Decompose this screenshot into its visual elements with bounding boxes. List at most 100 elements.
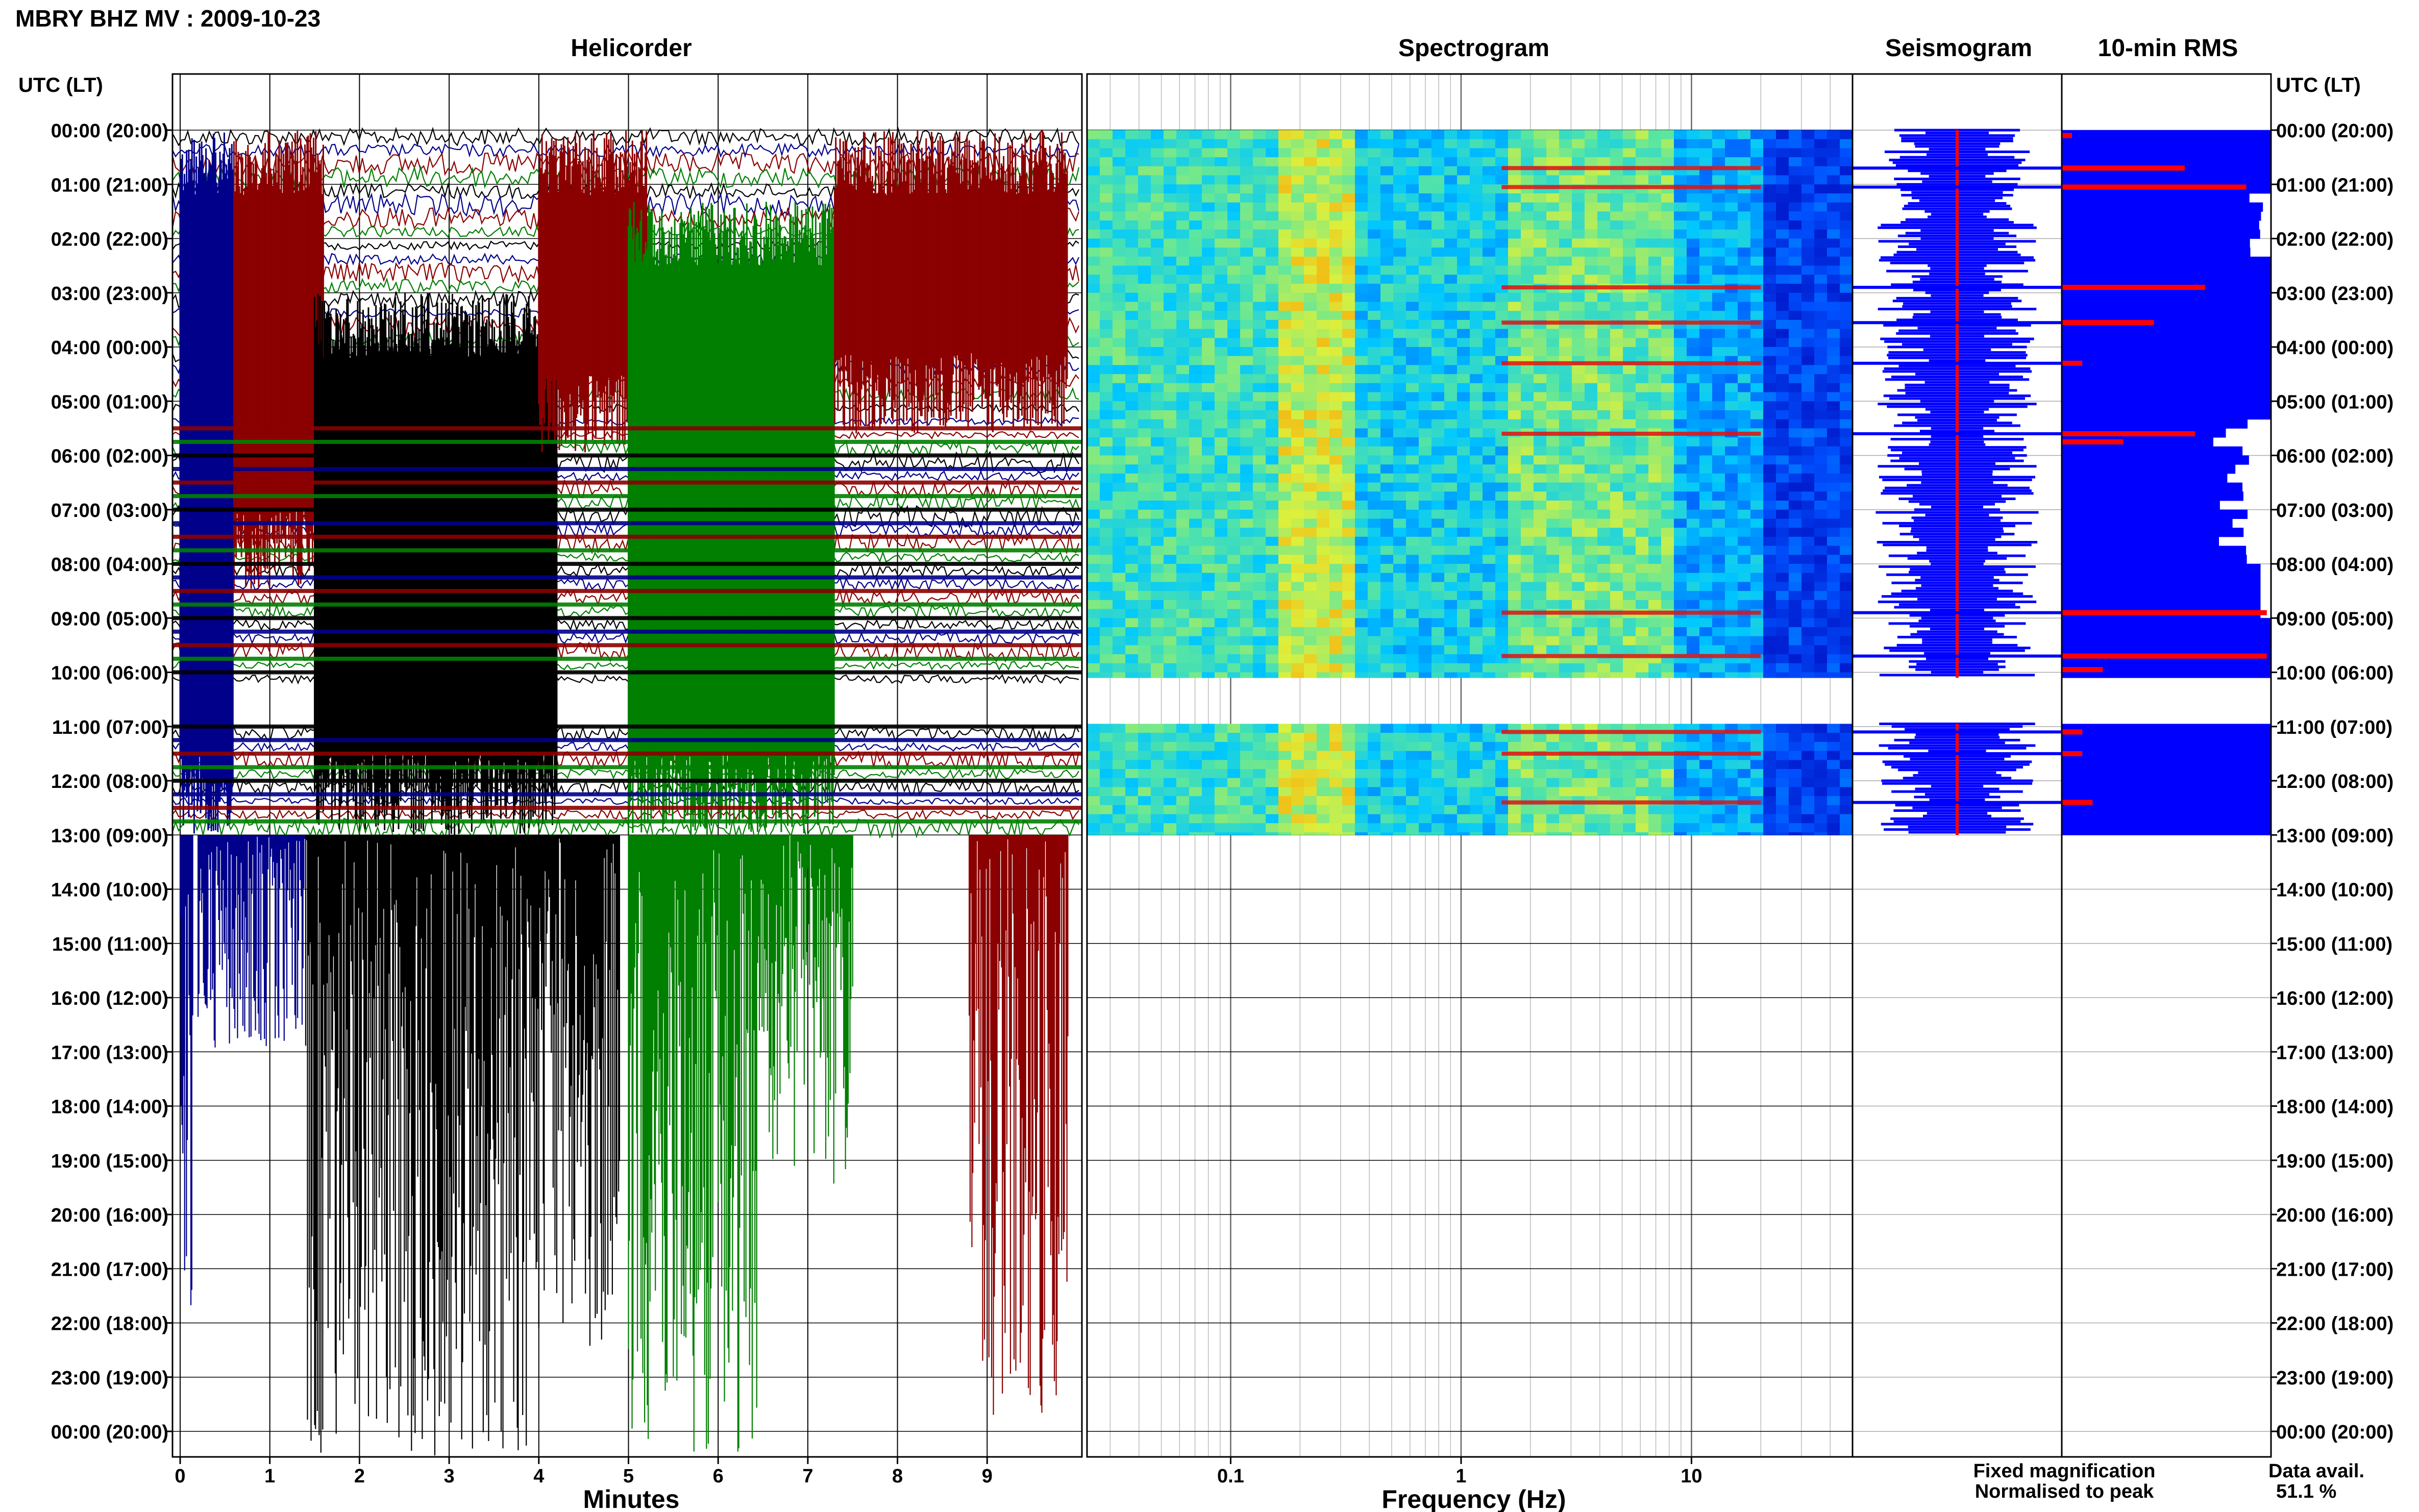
spectrogram-cell [1189,455,1202,465]
spectrogram-cell [1100,329,1113,338]
spectrogram-cell [1457,591,1470,601]
spectrogram-cell [1801,536,1815,547]
spectrogram-cell [1444,546,1458,555]
spectrogram-cell [1164,392,1177,402]
spectrogram-cell [1240,356,1253,365]
spectrogram-cell [1699,518,1713,528]
spectrogram-cell [1278,428,1292,438]
spectrogram-cell [1661,555,1674,564]
spectrogram-cell [1712,256,1725,266]
spectrogram-cell [1164,446,1177,456]
spectrogram-cell [1534,130,1547,140]
spectrogram-cell [1776,184,1789,194]
spectrogram-cell [1329,491,1343,501]
spectrogram-cell [1304,247,1317,257]
spectrogram-cell [1125,157,1139,167]
spectrogram-cell [1534,211,1547,221]
spectrogram-cell [1763,319,1776,330]
spectrogram-cell [1100,292,1113,302]
spectrogram-cell [1278,446,1292,456]
spectrogram-cell [1457,347,1470,357]
spectrogram-cell [1559,338,1572,348]
spectrogram-cell [1266,220,1279,230]
spectrogram-cell [1776,419,1789,429]
spectrogram-cell [1470,491,1483,501]
spectrogram-cell [1419,265,1432,275]
spectrogram-cell [1483,518,1496,528]
spectrogram-cell [1291,275,1304,284]
spectrogram-cell [1202,401,1215,411]
spectrogram-cell [1789,319,1802,330]
helicorder-band [172,439,1082,444]
spectrogram-cell [1636,410,1649,420]
spectrogram-cell [1776,157,1789,167]
spectrogram-cell [1623,347,1636,357]
spectrogram-cell [1508,582,1521,591]
spectrogram-cell [1597,546,1611,555]
spectrogram-cell [1674,383,1687,392]
helicorder-band [172,792,1082,797]
spectrogram-cell [1215,265,1228,275]
spectrogram-cell [1572,564,1585,574]
spectrogram-cell [1380,329,1394,338]
spectrogram-cell [1470,238,1483,248]
spectrogram-cell [1266,166,1279,176]
spectrogram-cell [1189,573,1202,582]
spectrogram-cell [1738,482,1751,492]
spectrogram-cell [1699,302,1713,311]
spectrogram-cell [1674,130,1687,140]
spectrogram-cell [1380,148,1394,158]
spectrogram-cell [1164,536,1177,547]
spectrogram-cell [1801,139,1815,148]
spectrogram-cell [1801,175,1815,185]
spectrogram-cell [1776,319,1789,330]
spectrogram-cell [1393,166,1406,176]
spectrogram-cell [1610,410,1623,420]
spectrogram-cell [1776,446,1789,456]
spectrogram-cell [1585,473,1598,483]
spectrogram-cell [1291,518,1304,528]
spectrogram-cell [1125,311,1139,320]
spectrogram-cell [1355,501,1368,510]
spectrogram-cell [1776,311,1789,320]
spectrogram-cell [1572,292,1585,302]
helicorder-band [172,589,1082,593]
spectrogram-cell [1495,311,1509,320]
spectrogram-cell [1368,401,1381,411]
spectrogram-cell [1585,302,1598,311]
spectrogram-cell [1227,446,1241,456]
spectrogram-cell [1546,501,1560,510]
spectrogram-cell [1151,356,1164,365]
spectrogram-cell [1508,401,1521,411]
spectrogram-cell [1597,193,1611,203]
spectrogram-cell [1317,202,1330,212]
spectrogram-cell [1534,256,1547,266]
spectrogram-cell [1406,437,1419,447]
spectrogram-cell [1546,265,1560,275]
spectrogram-cell [1406,455,1419,465]
spectrogram-cell [1725,292,1738,302]
spectrogram-cell [1419,347,1432,357]
spectrogram-cell [1317,256,1330,266]
spectrogram-cell [1789,157,1802,167]
spectrogram-cell [1368,437,1381,447]
spectrogram-cell [1457,275,1470,284]
spectrogram-cell [1329,202,1343,212]
spectrogram-cell [1266,491,1279,501]
spectrogram-cell [1406,473,1419,483]
spectrogram-cell [1113,193,1126,203]
spectrogram-cell [1789,247,1802,257]
spectrogram-cell [1100,591,1113,601]
spectrogram-cell [1266,401,1279,411]
spectrogram-cell [1597,130,1611,140]
spectrogram-cell [1623,518,1636,528]
spectrogram-cell [1113,528,1126,537]
spectrogram-cell [1546,473,1560,483]
spectrogram-cell [1457,491,1470,501]
spectrogram-cell [1674,573,1687,582]
spectrogram-cell [1750,292,1764,302]
spectrogram-cell [1827,292,1840,302]
spectrogram-cell [1266,455,1279,465]
spectrogram-cell [1138,347,1151,357]
spectrogram-cell [1151,365,1164,375]
